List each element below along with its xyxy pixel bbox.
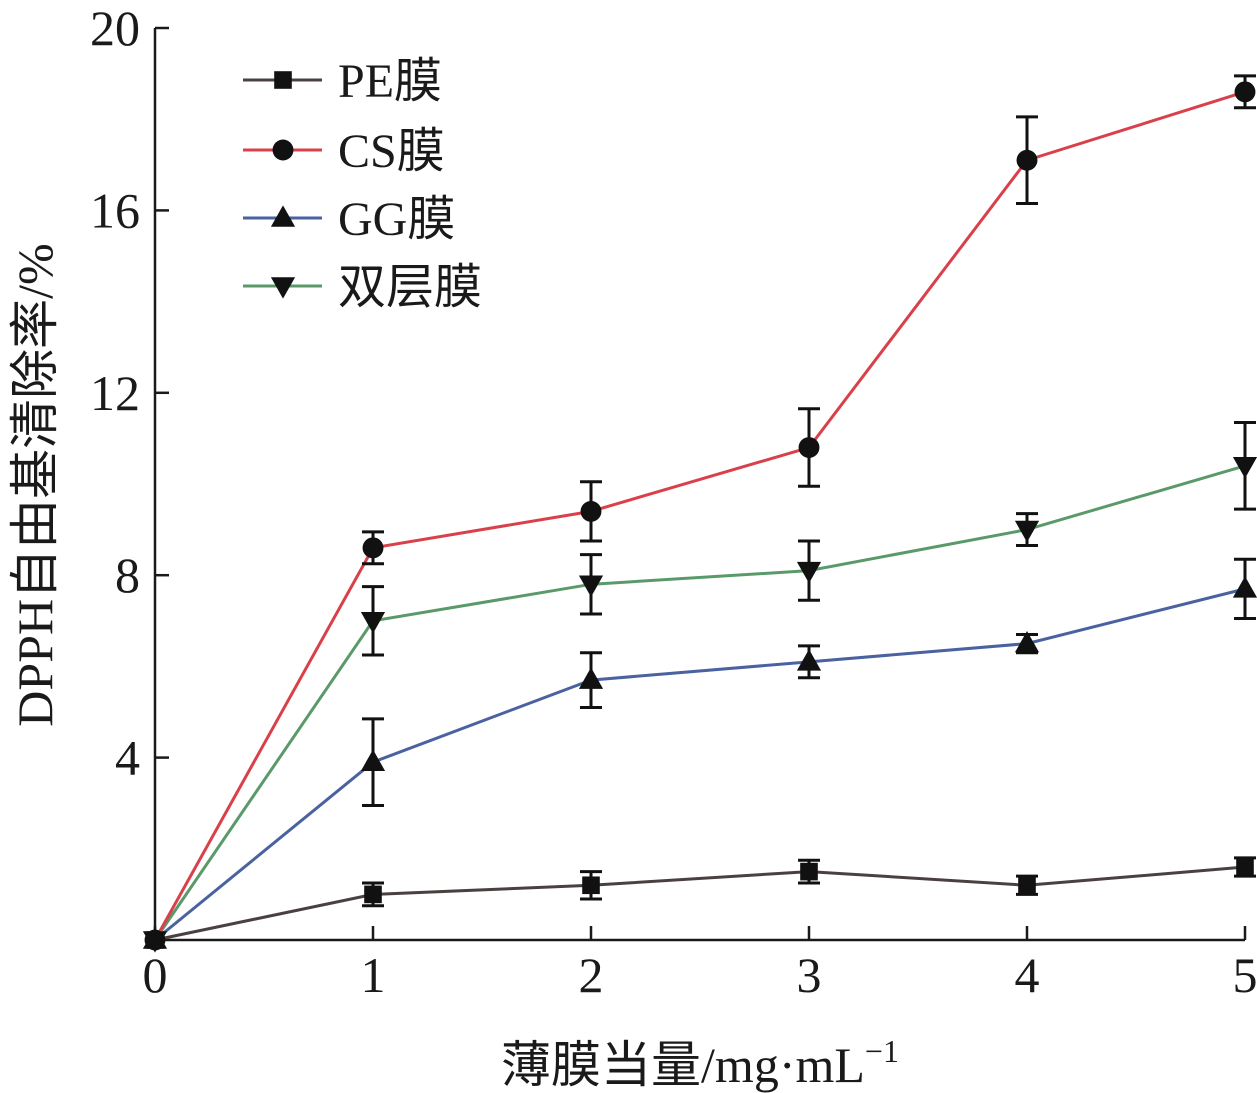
legend-marker [272, 139, 294, 161]
data-point [582, 876, 600, 895]
data-point [1018, 876, 1036, 895]
y-tick-label: 16 [90, 182, 140, 238]
legend-entry: CS膜 [243, 125, 445, 178]
data-point [1014, 520, 1040, 543]
data-point [360, 749, 386, 771]
data-point [1236, 858, 1254, 876]
legend-label: GG膜 [338, 193, 455, 246]
data-point [1014, 630, 1040, 653]
series-2 [142, 557, 1257, 949]
legend-entry: GG膜 [243, 193, 455, 246]
series-line [153, 464, 1246, 941]
data-point [364, 885, 382, 904]
series-3 [142, 420, 1257, 953]
x-tick-label: 3 [797, 947, 822, 1003]
y-tick-label: 12 [90, 365, 140, 421]
legend-label: 双层膜 [338, 261, 482, 314]
legend-marker [270, 205, 296, 227]
data-point [360, 612, 386, 634]
data-point [796, 561, 822, 584]
data-point [578, 575, 604, 597]
data-point [144, 929, 166, 951]
series-line [154, 865, 1246, 942]
data-point [798, 437, 820, 458]
legend-label: PE膜 [338, 55, 442, 108]
y-axis-title: DPPH自由基清除率/% [7, 243, 63, 726]
data-point [1232, 576, 1257, 598]
x-tick-label: 2 [579, 947, 604, 1003]
data-point [580, 500, 602, 522]
x-tick-label: 4 [1015, 947, 1040, 1003]
data-point [1232, 456, 1257, 479]
y-tick-label: 8 [115, 547, 140, 603]
legend-entry: PE膜 [243, 55, 442, 108]
series-line [153, 90, 1246, 941]
y-tick-label: 20 [90, 0, 140, 56]
x-axis-title-superscript: −1 [865, 1033, 899, 1069]
x-axis-title-text: 薄膜当量/mg·mL [501, 1037, 865, 1093]
legend-marker [270, 277, 296, 299]
axes [153, 28, 1245, 942]
x-axis-title: 薄膜当量/mg·mL−1 [501, 1033, 899, 1093]
series-line [154, 587, 1246, 942]
data-point [362, 537, 384, 559]
data-point [796, 649, 822, 671]
x-tick-label: 1 [361, 947, 386, 1003]
series-layer [142, 74, 1257, 953]
legend-entry: 双层膜 [243, 261, 482, 314]
data-point [1016, 149, 1038, 171]
data-point [800, 862, 818, 881]
series-1 [144, 74, 1256, 951]
legend-marker [274, 71, 292, 89]
x-tick-label: 5 [1233, 947, 1257, 1003]
data-point [1234, 81, 1256, 103]
data-point [578, 667, 604, 689]
y-tick-label: 4 [115, 730, 140, 786]
legend-label: CS膜 [338, 125, 445, 178]
series-0 [146, 856, 1256, 949]
x-tick-label: 0 [143, 947, 168, 1003]
